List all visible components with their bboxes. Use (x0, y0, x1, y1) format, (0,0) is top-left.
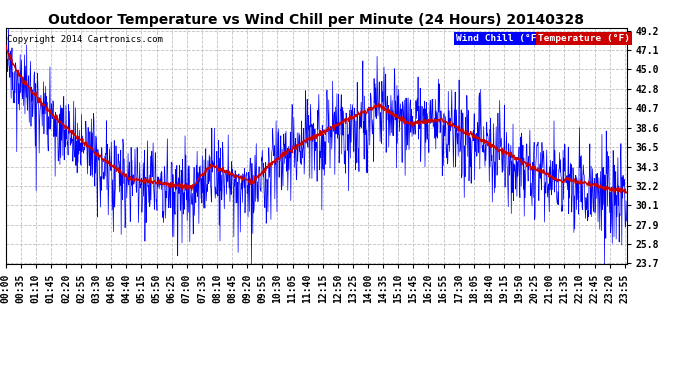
Text: Temperature (°F): Temperature (°F) (538, 34, 631, 43)
Title: Outdoor Temperature vs Wind Chill per Minute (24 Hours) 20140328: Outdoor Temperature vs Wind Chill per Mi… (48, 13, 584, 27)
Text: Wind Chill (°F): Wind Chill (°F) (456, 34, 542, 43)
Text: Copyright 2014 Cartronics.com: Copyright 2014 Cartronics.com (8, 35, 164, 44)
